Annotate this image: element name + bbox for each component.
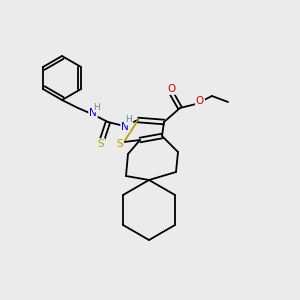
Text: H: H: [94, 103, 100, 112]
Text: O: O: [167, 84, 175, 94]
Text: S: S: [98, 139, 104, 149]
Text: N: N: [121, 122, 129, 132]
Text: S: S: [117, 139, 123, 149]
Text: N: N: [89, 108, 97, 118]
Text: H: H: [126, 116, 132, 124]
Text: O: O: [196, 96, 204, 106]
